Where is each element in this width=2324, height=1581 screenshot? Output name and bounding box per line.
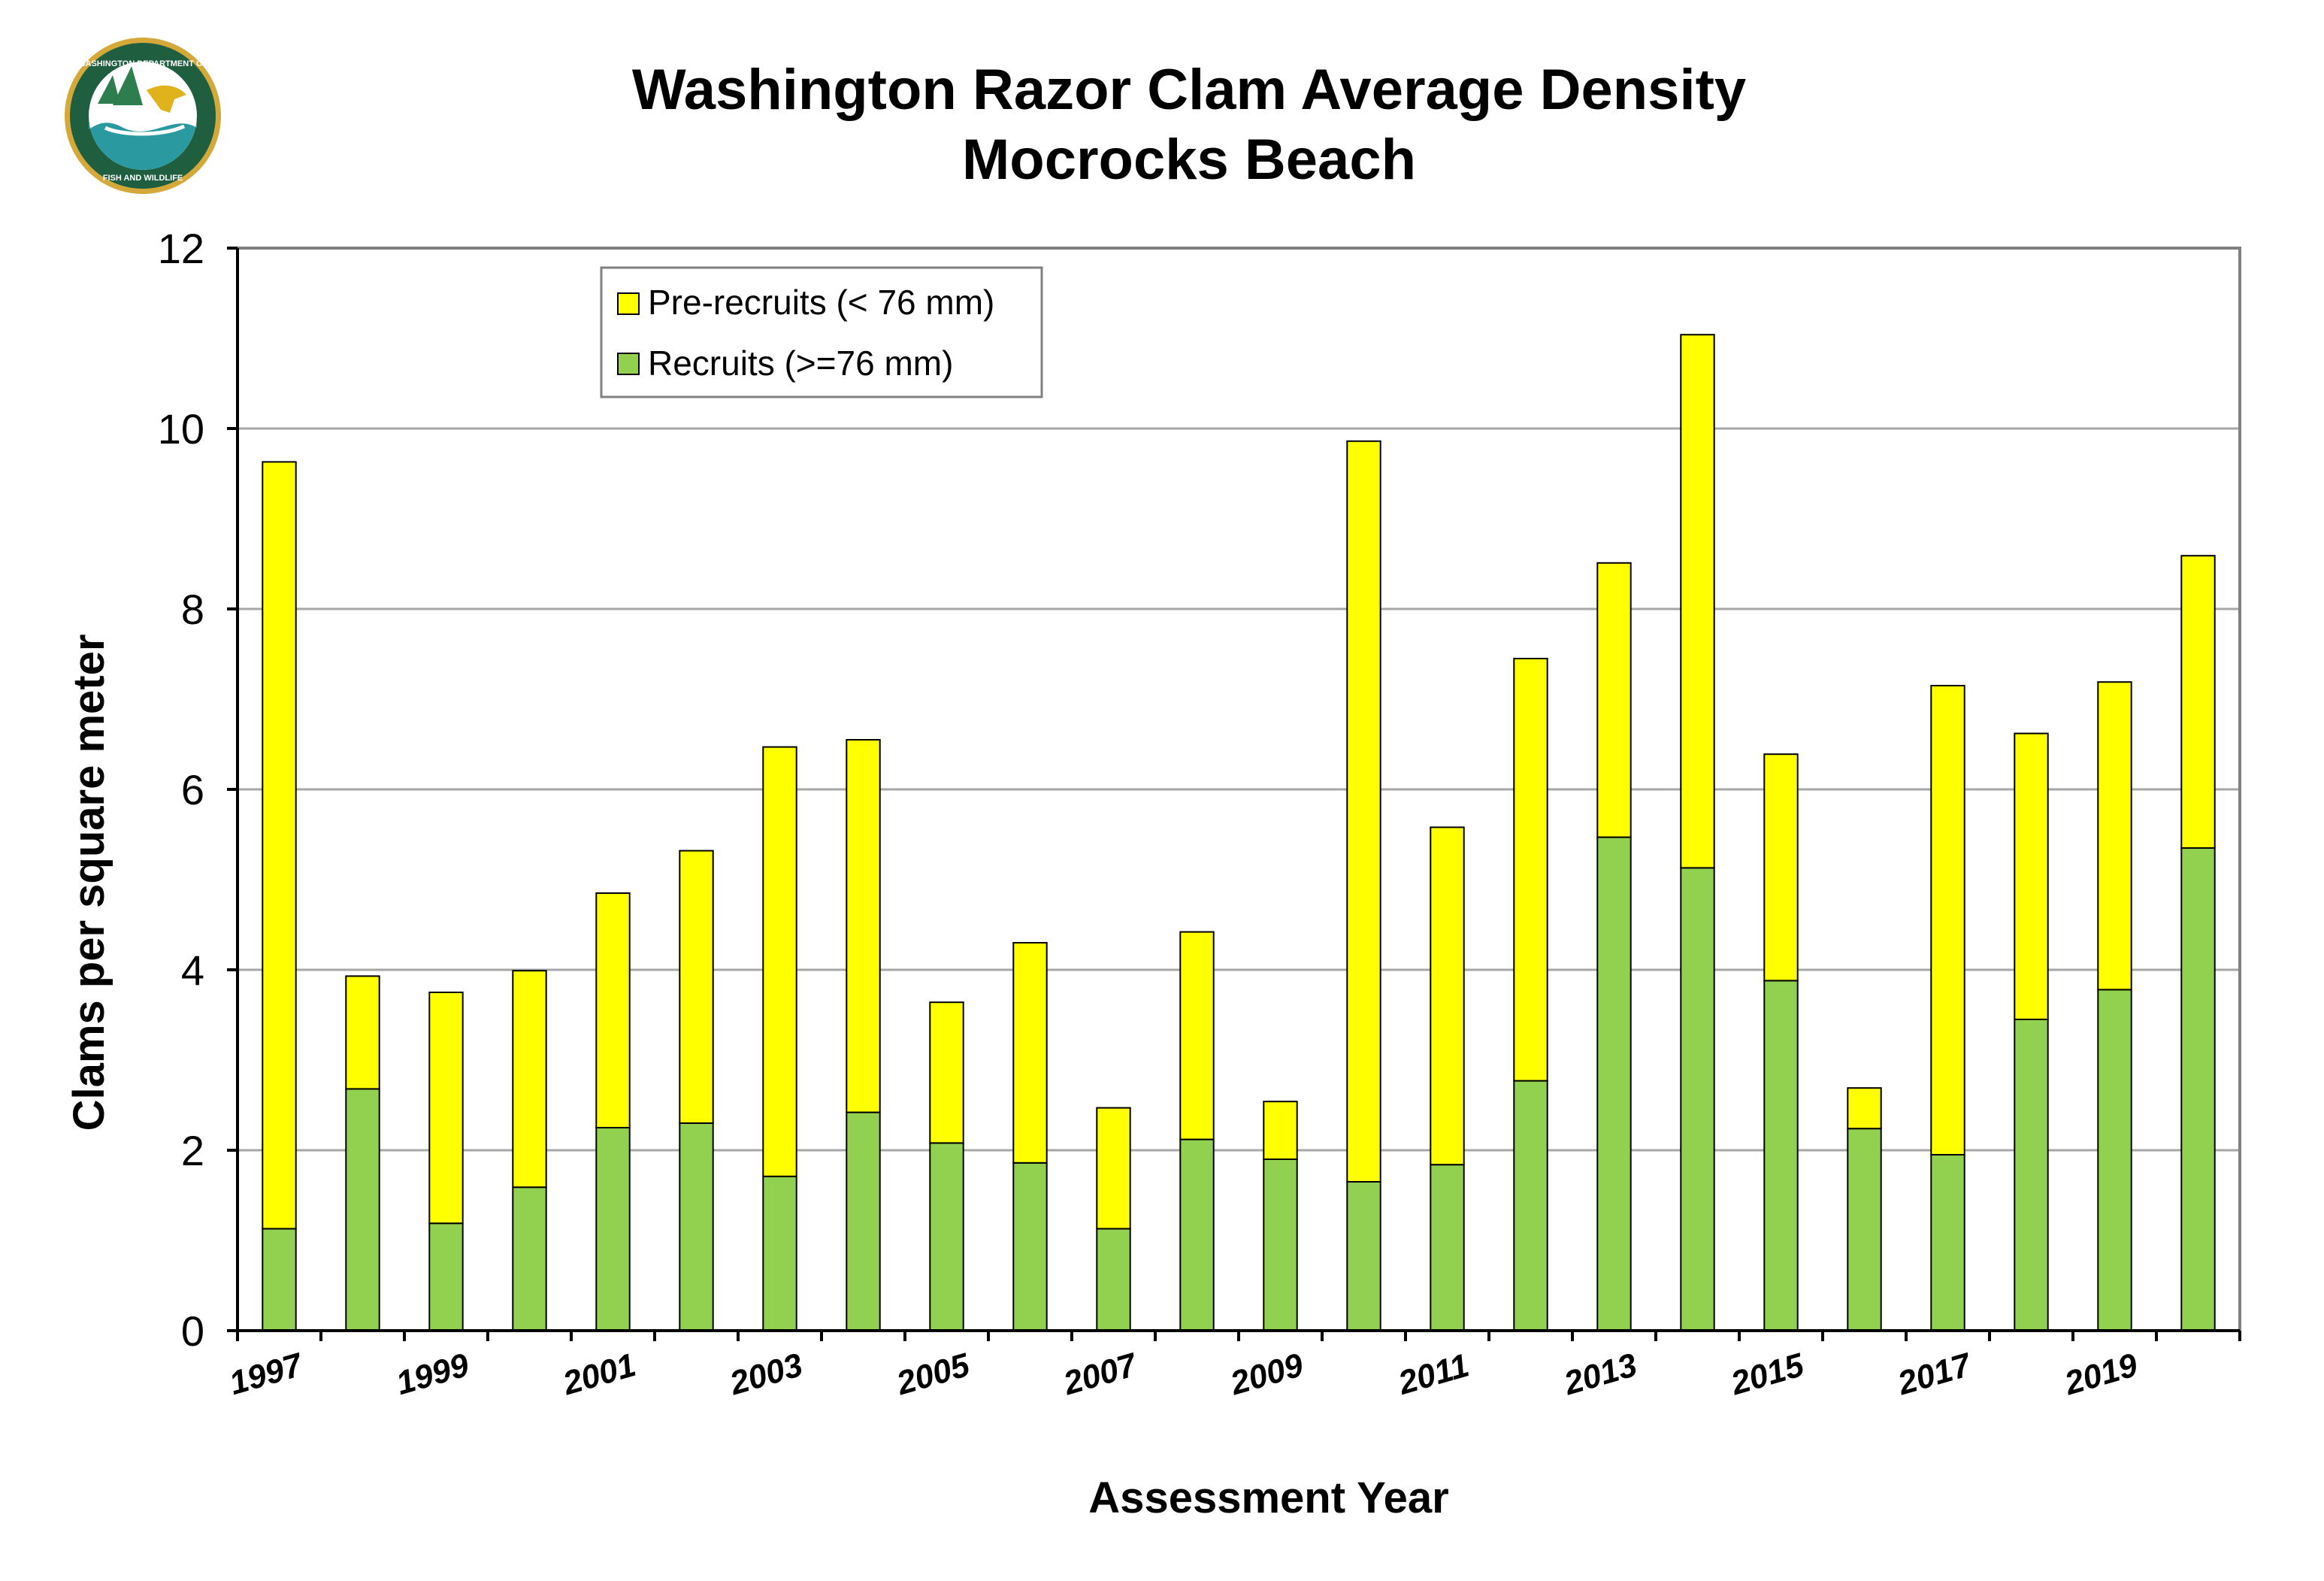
bar-pre-recruits-1998	[345, 975, 380, 1090]
x-tick-label: 1999	[392, 1346, 474, 1402]
bar-pre-recruits-2010	[1346, 440, 1381, 1183]
y-tick-label: 6	[181, 766, 204, 813]
legend-swatch-pre-recruits	[617, 292, 640, 315]
bar-pre-recruits-2012	[1513, 658, 1548, 1082]
bar-pre-recruits-2007	[1096, 1107, 1131, 1230]
x-tick-label: 2011	[1393, 1346, 1472, 1401]
bar-pre-recruits-2003	[762, 746, 797, 1177]
bar-recruits-2014	[1680, 867, 1715, 1331]
legend-swatch-recruits	[617, 353, 640, 375]
y-tick-label: 0	[181, 1307, 204, 1355]
chart-title: Washington Razor Clam Average Density	[632, 58, 1746, 122]
x-tick-label: 2001	[558, 1346, 640, 1402]
bar-recruits-2015	[1763, 980, 1799, 1332]
bar-pre-recruits-2006	[1012, 942, 1048, 1164]
x-tick-label: 2019	[2060, 1346, 2142, 1403]
x-tick-label: 2015	[1726, 1346, 1808, 1403]
bar-recruits-2008	[1179, 1138, 1215, 1331]
y-tick-label: 4	[181, 946, 204, 994]
logo-deer-icon	[147, 85, 186, 113]
logo-bottom-text: FISH AND WILDLIFE	[103, 174, 183, 183]
x-tick-label: 2017	[1893, 1346, 1977, 1402]
bar-recruits-2013	[1596, 836, 1632, 1331]
bar-recruits-1997	[262, 1228, 297, 1332]
bar-pre-recruits-2020	[2180, 555, 2216, 849]
bar-recruits-2000	[512, 1186, 547, 1331]
logo-trees-icon	[98, 66, 143, 105]
wdfw-logo: WASHINGTON DEPARTMENT OF FISH AND WILDLI…	[65, 38, 221, 194]
bar-pre-recruits-1997	[262, 461, 297, 1230]
bar-pre-recruits-2014	[1680, 334, 1715, 869]
x-tick-label: 2007	[1059, 1346, 1142, 1402]
x-tick-label: 2005	[892, 1346, 974, 1403]
bar-pre-recruits-2019	[2097, 681, 2132, 991]
logo-wave-icon	[104, 124, 186, 136]
bar-recruits-2019	[2097, 989, 2132, 1332]
x-tick-label: 2003	[725, 1346, 807, 1402]
bar-recruits-2006	[1012, 1162, 1048, 1332]
bar-pre-recruits-2001	[595, 892, 631, 1128]
logo-top-text: WASHINGTON DEPARTMENT OF	[78, 59, 208, 68]
bar-recruits-2007	[1096, 1228, 1131, 1332]
legend-label-recruits: Recruits (>=76 mm)	[648, 344, 953, 383]
bar-recruits-1999	[428, 1222, 464, 1331]
bar-pre-recruits-2004	[846, 739, 881, 1113]
bar-pre-recruits-2013	[1596, 562, 1632, 838]
y-tick-label: 8	[181, 586, 204, 633]
gridlines	[238, 427, 2240, 1152]
bar-pre-recruits-1999	[428, 992, 464, 1225]
bar-recruits-2003	[762, 1175, 797, 1332]
bar-recruits-2011	[1430, 1164, 1465, 1331]
y-tick-label: 12	[158, 225, 204, 272]
legend-label-pre-recruits: Pre-recruits (< 76 mm)	[648, 283, 994, 322]
legend: Pre-recruits (< 76 mm) Recruits (>=76 mm…	[600, 266, 1043, 398]
bar-pre-recruits-2000	[512, 970, 547, 1189]
bar-pre-recruits-2018	[2014, 732, 2049, 1020]
y-axis-ticks: 0 2 4 6 8 10 12	[158, 225, 238, 1355]
bar-pre-recruits-2015	[1763, 753, 1799, 982]
bar-pre-recruits-2017	[1930, 685, 1965, 1155]
x-tick-label: 1997	[225, 1346, 308, 1402]
bar-recruits-2020	[2180, 847, 2216, 1331]
x-axis-label: Assessment Year	[1088, 1473, 1448, 1522]
bar-recruits-1998	[345, 1088, 380, 1332]
bar-recruits-2002	[679, 1122, 714, 1331]
x-tick-label: 2013	[1560, 1346, 1642, 1402]
bar-pre-recruits-2011	[1430, 826, 1465, 1166]
x-tick-label: 2009	[1226, 1346, 1308, 1403]
bar-recruits-2017	[1930, 1154, 1965, 1331]
bar-recruits-2012	[1513, 1080, 1548, 1331]
bar-recruits-2001	[595, 1127, 631, 1331]
bars	[262, 334, 2216, 1332]
bar-recruits-2010	[1346, 1181, 1381, 1331]
bar-pre-recruits-2008	[1179, 931, 1215, 1140]
y-tick-label: 10	[158, 405, 204, 453]
bar-pre-recruits-2016	[1847, 1087, 1882, 1130]
bar-pre-recruits-2002	[679, 850, 714, 1124]
bar-recruits-2016	[1847, 1128, 1882, 1331]
x-axis-ticks: 1997 1999 2001 2003 2005 2007 2009 2011 2013 2015…	[225, 1331, 2241, 1403]
bar-recruits-2018	[2014, 1019, 2049, 1331]
bar-pre-recruits-2009	[1263, 1101, 1298, 1160]
y-axis-label: Clams per square meter	[65, 635, 113, 1131]
bar-recruits-2005	[929, 1142, 964, 1332]
bar-recruits-2009	[1263, 1158, 1298, 1331]
bar-recruits-2004	[846, 1111, 881, 1331]
legend-box	[600, 266, 1043, 398]
bar-pre-recruits-2005	[929, 1001, 964, 1144]
chart-subtitle: Mocrocks Beach	[962, 128, 1416, 192]
y-tick-label: 2	[181, 1127, 204, 1174]
